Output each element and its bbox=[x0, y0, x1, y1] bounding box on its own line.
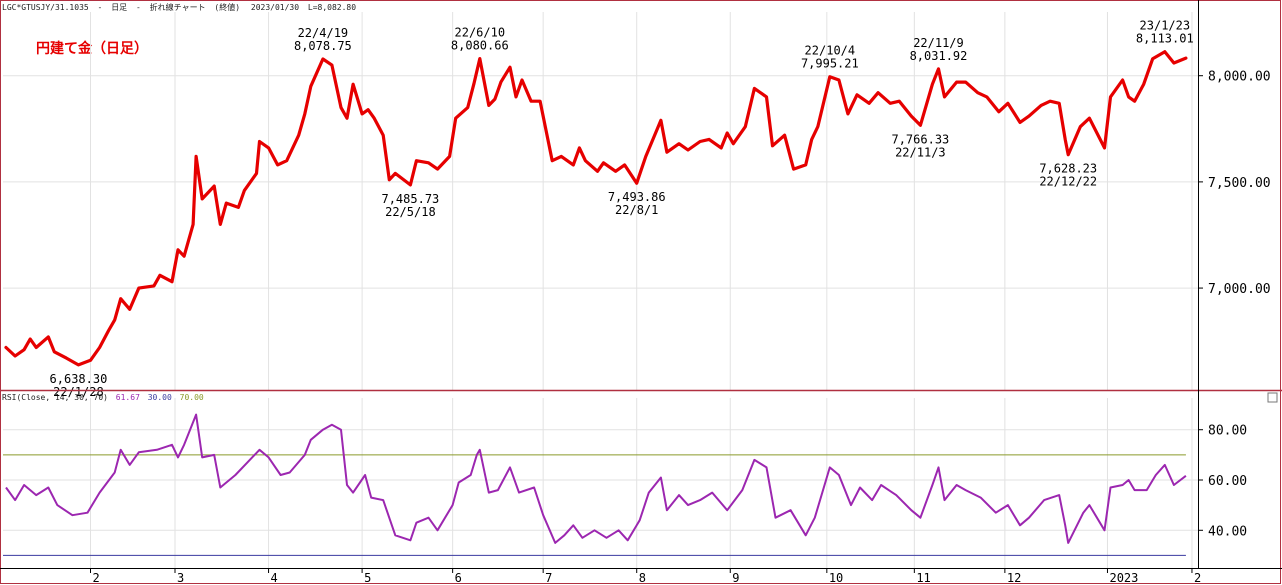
xtick-label-1: 3 bbox=[177, 571, 184, 585]
x-axis: 2 3 4 5 6 7 8 9 10 11 12 2023 2 bbox=[90, 568, 1201, 585]
xtick-label-8: 10 bbox=[829, 571, 843, 585]
annotation-0-line1: 6,638.30 bbox=[50, 372, 108, 386]
rsi-header-lower: 30.00 bbox=[148, 393, 172, 402]
header-ticker: LGC*GTUSJY/31.1035 bbox=[2, 3, 89, 12]
header-last: L=8,082.80 bbox=[308, 3, 356, 12]
price-line bbox=[4, 50, 1188, 367]
xtick-label-2: 4 bbox=[271, 571, 278, 585]
xtick-label-6: 8 bbox=[639, 571, 646, 585]
price-ytick-label-2: 8,000.00 bbox=[1208, 70, 1271, 85]
annotation-9-line1: 23/1/23 bbox=[1140, 19, 1191, 33]
annotation-7-line2: 8,031.92 bbox=[910, 49, 968, 63]
annotation-8-line2: 22/12/22 bbox=[1039, 175, 1097, 189]
rsi-header-label: RSI(Close, 14, 30, 70) bbox=[2, 393, 108, 402]
annotation-9-line2: 8,113.01 bbox=[1136, 32, 1194, 46]
price-series bbox=[4, 50, 1188, 367]
annotation-0-line2: 22/1/28 bbox=[53, 385, 104, 399]
rsi-header-value: 61.67 bbox=[116, 393, 140, 402]
annotation-2-line2: 22/5/18 bbox=[385, 205, 436, 219]
rsi-bands bbox=[3, 454, 1186, 556]
header-chart-kind: 折れ線チャート bbox=[150, 2, 206, 12]
rsi-ytick-label-1: 60.00 bbox=[1208, 474, 1247, 489]
xtick-label-5: 7 bbox=[545, 571, 552, 585]
annotation-7-line1: 22/11/9 bbox=[913, 36, 964, 50]
header-date: 2023/01/30 bbox=[251, 3, 299, 12]
rsi-series bbox=[5, 413, 1187, 544]
annotation-4-line1: 7,493.86 bbox=[608, 190, 666, 204]
annotation-3-line1: 22/6/10 bbox=[455, 26, 506, 40]
price-grid bbox=[3, 12, 1198, 390]
xtick-label-3: 5 bbox=[364, 571, 371, 585]
annotation-5-line1: 22/10/4 bbox=[805, 44, 856, 58]
annotation-1-line1: 22/4/19 bbox=[298, 26, 349, 40]
price-ytick-label-1: 7,500.00 bbox=[1208, 176, 1271, 191]
xtick-label-12: 2 bbox=[1194, 571, 1201, 585]
price-y-axis: 7,000.00 7,500.00 8,000.00 bbox=[1198, 70, 1271, 297]
xtick-label-4: 6 bbox=[455, 571, 462, 585]
annotation-5-line2: 7,995.21 bbox=[801, 57, 859, 71]
xtick-label-9: 11 bbox=[916, 571, 930, 585]
xtick-label-11: 2023 bbox=[1109, 571, 1138, 585]
annotation-1-line2: 8,078.75 bbox=[294, 39, 352, 53]
annotation-6-line2: 22/11/3 bbox=[895, 145, 946, 159]
annotation-4-line2: 22/8/1 bbox=[615, 203, 658, 217]
rsi-header: RSI(Close, 14, 30, 70) 61.67 30.00 70.00 bbox=[2, 393, 204, 402]
annotation-3-line2: 8,080.66 bbox=[451, 39, 509, 53]
annotation-2-line1: 7,485.73 bbox=[381, 192, 439, 206]
price-annotations: 6,638.3022/1/2822/4/198,078.757,485.7322… bbox=[50, 19, 1194, 399]
annotation-6-line1: 7,766.33 bbox=[891, 132, 949, 146]
rsi-line bbox=[5, 413, 1187, 544]
header-timeframe: 日足 bbox=[111, 3, 127, 12]
chart-title: 円建て金（日足） bbox=[36, 40, 148, 57]
rsi-ytick-label-2: 80.00 bbox=[1208, 424, 1247, 439]
header-value-basis: (終値) bbox=[214, 2, 240, 12]
header-sep1: - bbox=[98, 3, 103, 12]
annotation-8-line1: 7,628.23 bbox=[1039, 162, 1097, 176]
rsi-header-upper: 70.00 bbox=[180, 393, 204, 402]
xtick-label-7: 9 bbox=[732, 571, 739, 585]
rsi-grid bbox=[3, 398, 1198, 568]
xtick-label-10: 12 bbox=[1007, 571, 1021, 585]
rsi-panel-toggle[interactable] bbox=[1267, 392, 1278, 403]
chart-header: LGC*GTUSJY/31.1035 - 日足 - 折れ線チャート (終値) 2… bbox=[2, 2, 356, 12]
xtick-label-0: 2 bbox=[93, 571, 100, 585]
header-sep2: - bbox=[136, 3, 141, 12]
rsi-y-axis: 40.00 60.00 80.00 bbox=[1198, 424, 1247, 539]
rsi-ytick-label-0: 40.00 bbox=[1208, 524, 1247, 539]
price-ytick-label-0: 7,000.00 bbox=[1208, 282, 1271, 297]
